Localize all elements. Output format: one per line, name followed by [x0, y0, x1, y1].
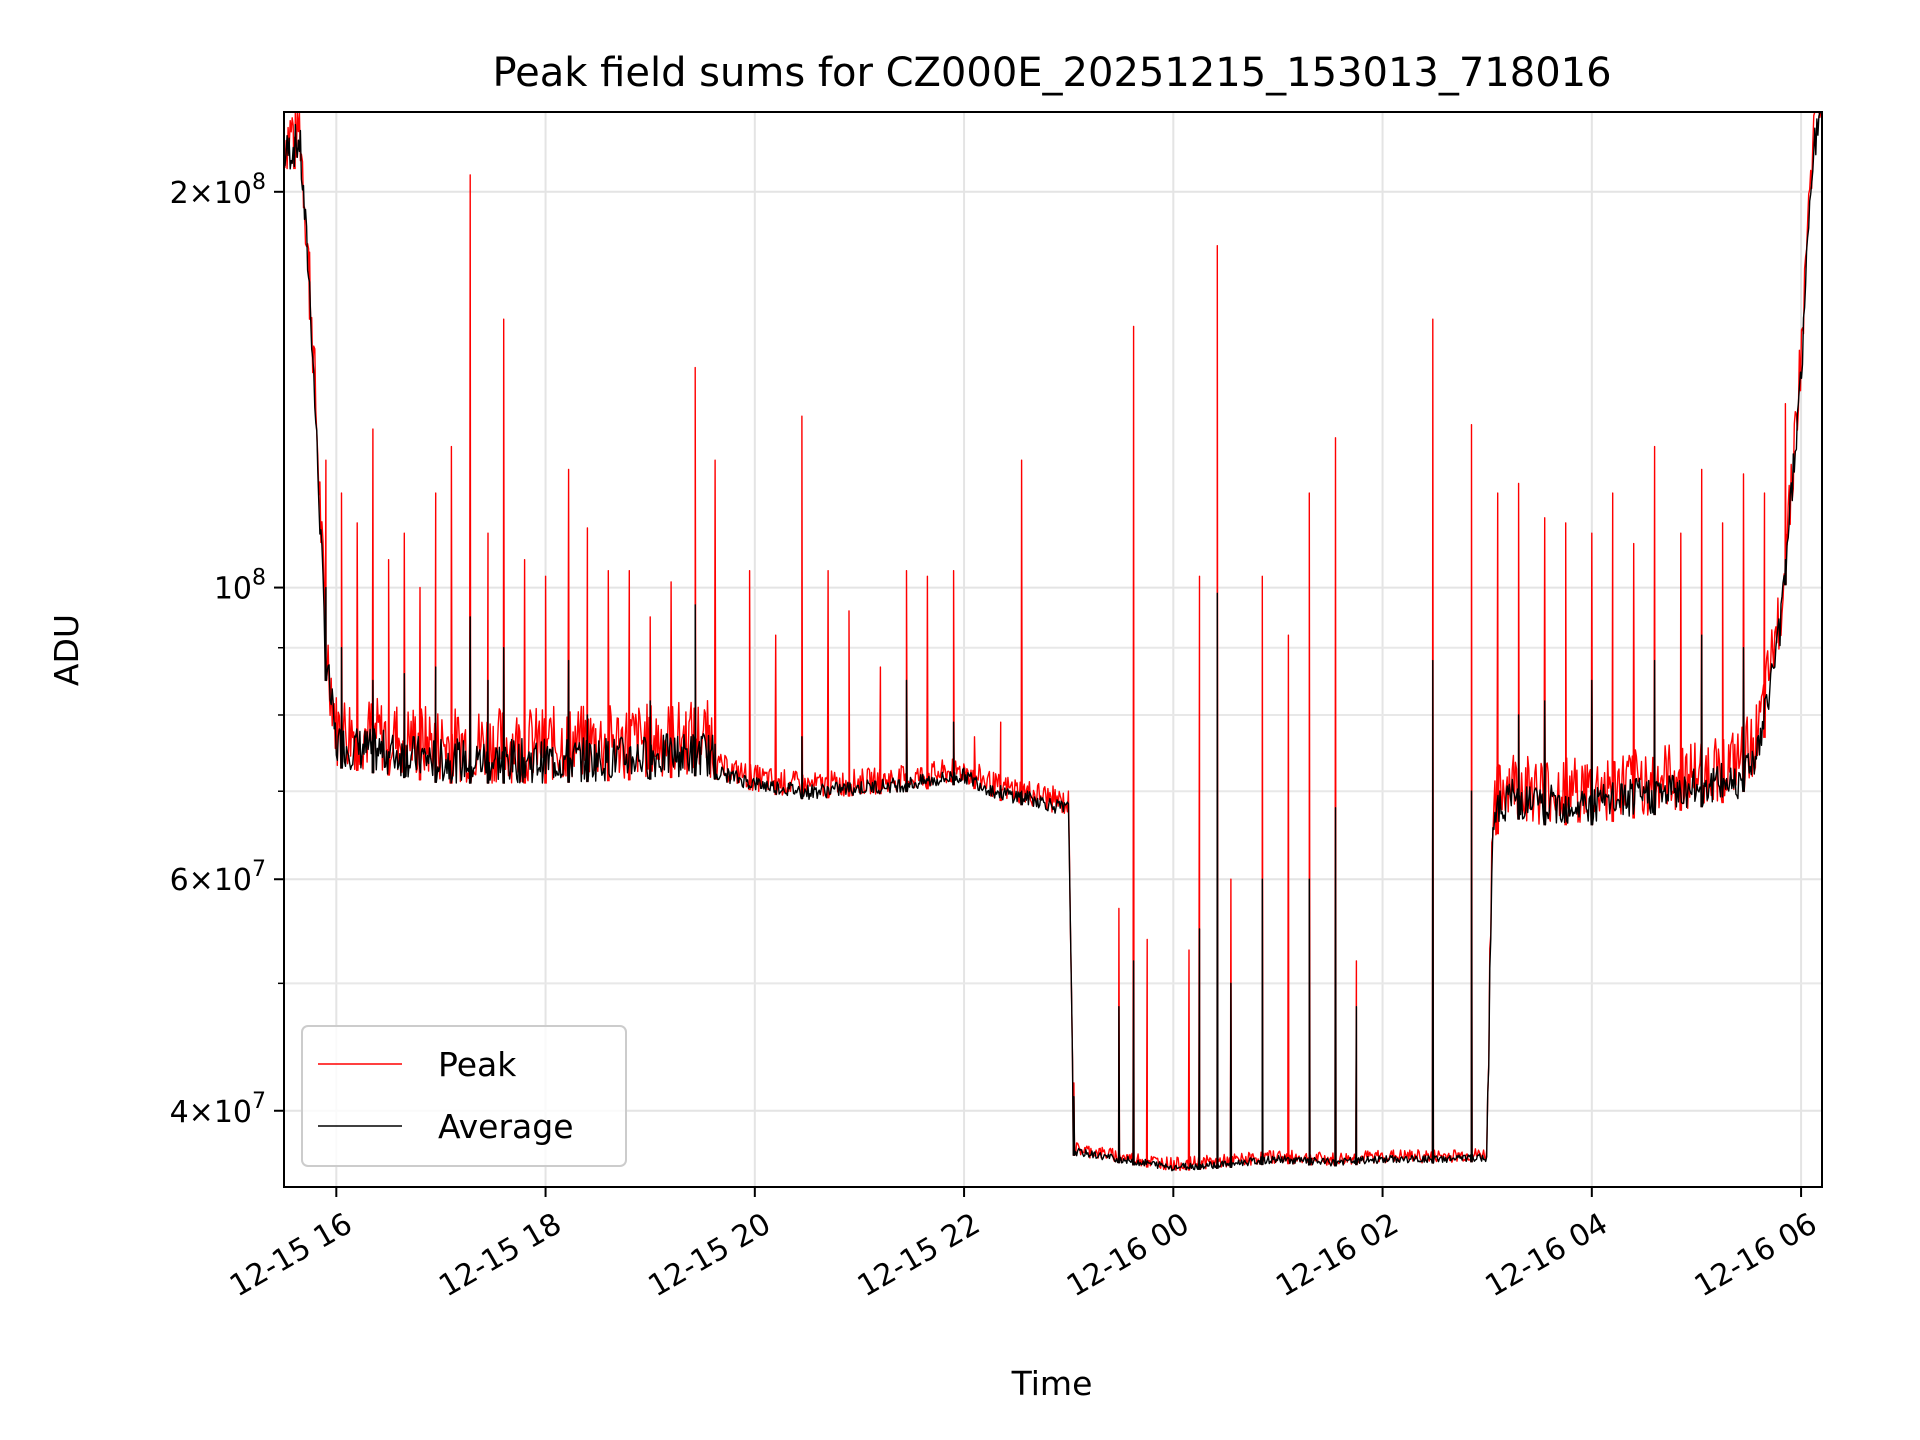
plot-area [283, 111, 1822, 1172]
legend-peak-label: Peak [438, 1045, 517, 1084]
y-tick-label: 2×108 [170, 170, 266, 211]
series-line-average [283, 111, 1822, 1172]
x-axis-label: Time [1011, 1364, 1093, 1403]
y-axis-label: ADU [47, 614, 86, 686]
legend: Peak Average [301, 1025, 627, 1167]
y-tick-label: 108 [214, 566, 266, 607]
y-tick-label: 6×107 [170, 857, 266, 898]
chart-title: Peak field sums for CZ000E_20251215_1530… [492, 50, 1611, 96]
legend-box [301, 1025, 627, 1167]
y-tick-label: 4×107 [170, 1089, 266, 1130]
legend-average-label: Average [438, 1107, 574, 1146]
axes-frame [283, 111, 1823, 1188]
